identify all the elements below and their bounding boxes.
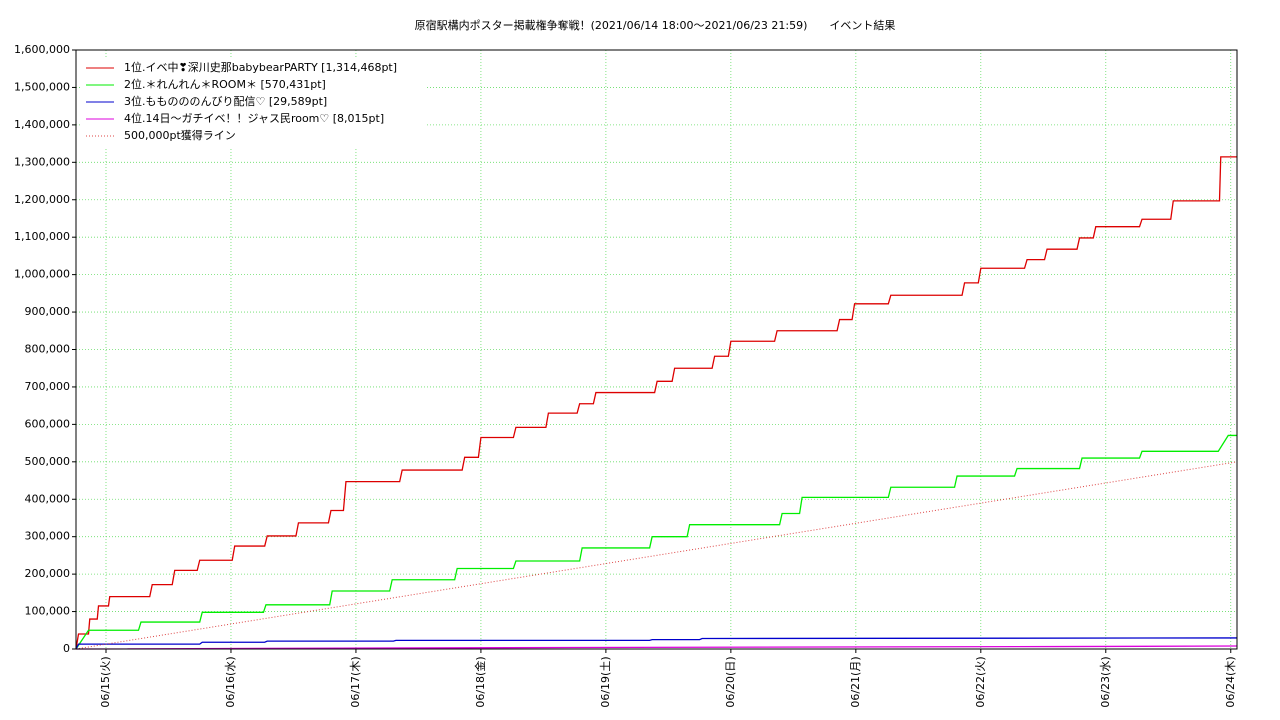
legend-label: 1位.イベ中❣深川史那babybearPARTY [1,314,468pt] [124,60,397,74]
x-tick-label: 06/17(木) [349,656,362,707]
x-tick-label: 06/16(水) [224,656,237,707]
series-line [75,461,1238,650]
y-tick-label: 800,000 [25,343,71,356]
x-tick-label: 06/18(金) [473,656,487,707]
y-tick-label: 1,000,000 [14,268,70,281]
y-tick-label: 1,500,000 [14,80,70,93]
y-tick-label: 900,000 [25,305,71,318]
y-tick-label: 1,400,000 [14,118,70,131]
series-line [75,434,1237,650]
y-tick-label: 300,000 [25,530,71,543]
legend-label: 500,000pt獲得ライン [124,129,236,142]
x-tick-label: 06/20(日) [724,656,737,707]
x-tick-label: 06/21(月) [849,656,862,707]
legend-label: 4位.14日〜ガチイベ！！ジャス民room♡ [8,015pt] [124,111,384,125]
series-line [75,645,1238,650]
y-tick-label: 400,000 [25,492,71,505]
x-tick-label: 06/19(土) [599,656,612,707]
plot-area [76,50,1237,649]
y-tick-label: 1,200,000 [14,193,70,206]
y-tick-label: 200,000 [25,567,71,580]
series-line [75,637,1238,650]
y-tick-label: 0 [63,642,70,655]
legend-label: 3位.もものののんびり配信♡ [29,589pt] [124,94,327,108]
y-tick-label: 1,600,000 [14,43,70,56]
legend-box [80,58,425,147]
x-tick-label: 06/23(水) [1099,656,1112,707]
y-tick-label: 600,000 [25,417,71,430]
x-tick-label: 06/15(火) [99,656,112,707]
y-tick-label: 500,000 [25,455,71,468]
legend-label: 2位.＊れんれん＊ROOM＊ [570,431pt] [124,77,326,91]
chart-title: 原宿駅構内ポスター掲載権争奪戦！(2021/06/14 18:00〜2021/0… [415,18,896,32]
legend: 1位.イベ中❣深川史那babybearPARTY [1,314,468pt] 2位… [80,58,425,147]
series-line [75,156,1237,650]
y-tick-label: 700,000 [25,380,71,393]
x-tick-label: 06/24(木) [1224,656,1237,707]
y-tick-label: 1,100,000 [14,230,70,243]
plot-frame [75,49,1238,650]
x-tick-label: 06/22(火) [974,656,987,707]
y-tick-label: 1,300,000 [14,155,70,168]
y-tick-label: 100,000 [25,605,71,618]
